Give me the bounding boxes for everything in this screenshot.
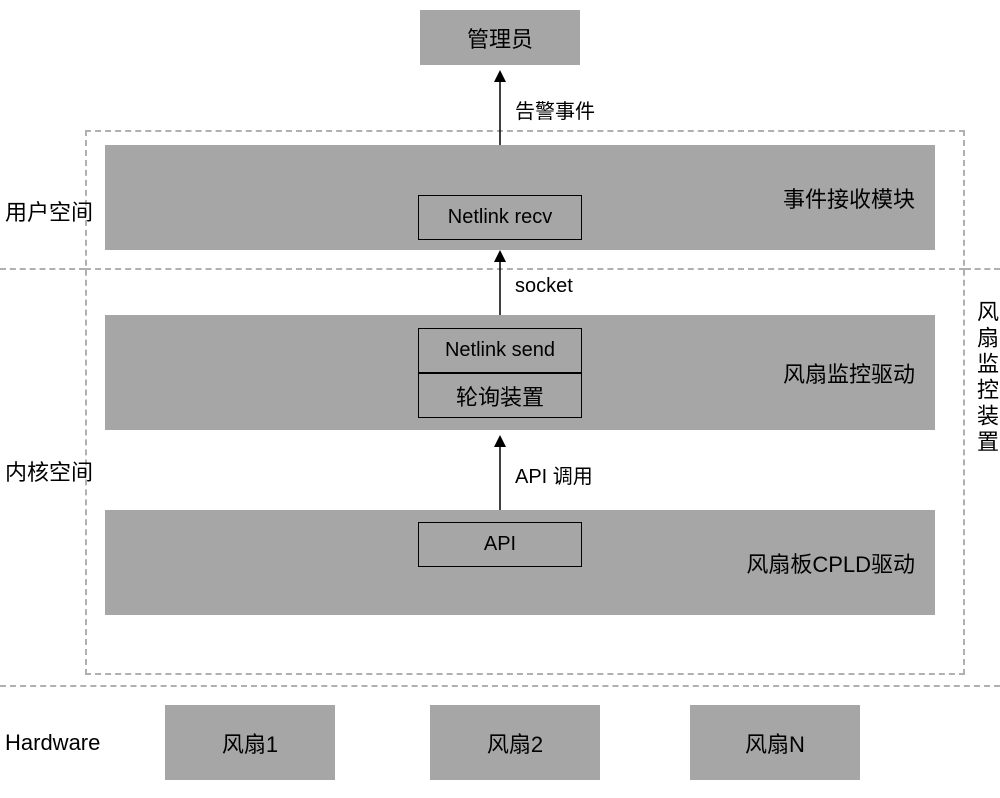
socket-label: socket (515, 275, 573, 298)
hardware-divider (0, 685, 1000, 687)
fan-box-2: 风扇2 (430, 705, 600, 780)
kernel-space-label: 内核空间 (5, 455, 93, 487)
user-kernel-divider-right (965, 268, 1000, 270)
admin-box: 管理员 (420, 10, 580, 65)
user-space-label: 用户空间 (5, 195, 93, 227)
hardware-label: Hardware (5, 730, 100, 756)
user-kernel-divider-left (0, 268, 85, 270)
polling-device-box: 轮询装置 (418, 373, 582, 418)
netlink-send-box: Netlink send (418, 328, 582, 373)
user-kernel-divider (85, 268, 965, 270)
api-call-label: API 调用 (515, 460, 593, 489)
fan-box-3: 风扇N (690, 705, 860, 780)
alarm-event-label: 告警事件 (515, 95, 595, 124)
api-box: API (418, 522, 582, 567)
fan-box-1: 风扇1 (165, 705, 335, 780)
netlink-recv-box: Netlink recv (418, 195, 582, 240)
fan-monitor-device-label: 风扇监控装置 (970, 300, 1000, 456)
